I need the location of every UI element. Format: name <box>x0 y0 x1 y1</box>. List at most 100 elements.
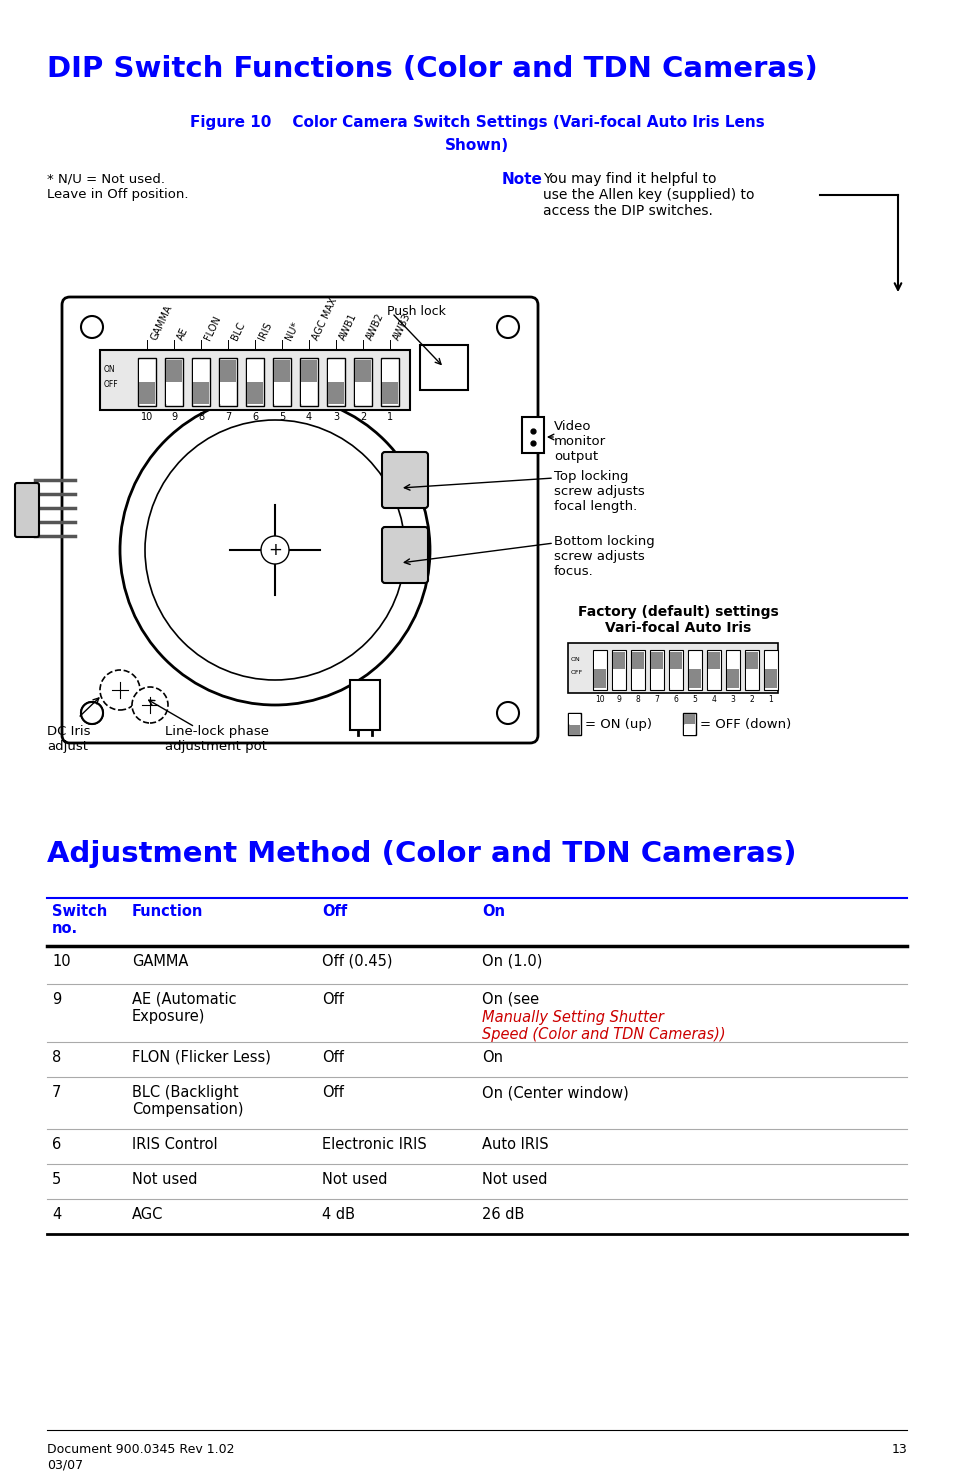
Bar <box>350 680 379 730</box>
Bar <box>193 360 209 382</box>
Text: You may find it helpful to
use the Allen key (supplied) to
access the DIP switch: You may find it helpful to use the Allen… <box>542 173 754 218</box>
Bar <box>594 670 605 687</box>
FancyBboxPatch shape <box>15 482 39 537</box>
Bar <box>567 643 778 693</box>
Text: 7: 7 <box>52 1086 61 1100</box>
Text: 10: 10 <box>595 695 604 704</box>
Text: Off: Off <box>322 993 343 1007</box>
Bar <box>192 358 210 406</box>
Bar <box>220 382 235 404</box>
Text: AWB2: AWB2 <box>365 311 386 342</box>
Bar <box>139 382 154 404</box>
Circle shape <box>81 316 103 338</box>
Text: IRIS: IRIS <box>256 320 274 342</box>
Bar <box>745 652 758 671</box>
Text: DIP Switch Functions (Color and TDN Cameras): DIP Switch Functions (Color and TDN Came… <box>47 55 817 83</box>
Text: DC Iris
adjust: DC Iris adjust <box>47 726 91 754</box>
Text: 10: 10 <box>52 954 71 969</box>
Bar <box>668 650 682 690</box>
Text: 7: 7 <box>654 695 659 704</box>
Text: NU*: NU* <box>284 320 301 342</box>
Text: 26 dB: 26 dB <box>481 1207 524 1221</box>
Text: Off: Off <box>322 1050 343 1065</box>
FancyBboxPatch shape <box>381 527 428 583</box>
Bar <box>613 670 624 687</box>
Text: OFF: OFF <box>571 670 582 676</box>
Bar <box>139 360 154 382</box>
Text: 6: 6 <box>52 1137 61 1152</box>
Text: Not used: Not used <box>481 1173 547 1187</box>
Text: Not used: Not used <box>132 1173 197 1187</box>
Circle shape <box>497 702 518 724</box>
Bar <box>568 726 579 735</box>
Bar <box>649 650 663 690</box>
Text: Video
monitor
output: Video monitor output <box>554 420 605 463</box>
Bar <box>521 417 543 453</box>
Text: Figure 10    Color Camera Switch Settings (Vari-focal Auto Iris Lens: Figure 10 Color Camera Switch Settings (… <box>190 115 763 130</box>
Text: 4: 4 <box>711 695 716 704</box>
Text: AWB1: AWB1 <box>337 311 358 342</box>
Bar <box>247 382 263 404</box>
Bar <box>419 345 468 389</box>
Text: Switch
no.: Switch no. <box>52 904 107 937</box>
Bar <box>763 650 778 690</box>
Circle shape <box>120 395 430 705</box>
Bar <box>327 358 345 406</box>
Bar <box>193 382 209 404</box>
Bar <box>328 382 344 404</box>
Bar <box>380 358 398 406</box>
Text: Shown): Shown) <box>444 139 509 153</box>
Bar <box>687 650 701 690</box>
Bar <box>744 650 759 690</box>
Bar <box>613 652 624 671</box>
Circle shape <box>132 687 168 723</box>
Bar <box>669 670 681 687</box>
Text: AWB3: AWB3 <box>392 311 413 342</box>
Bar <box>706 650 720 690</box>
Text: AGC MAX: AGC MAX <box>311 296 339 342</box>
Text: Push lock: Push lock <box>387 305 445 319</box>
Text: BLC (Backlight
Compensation): BLC (Backlight Compensation) <box>132 1086 243 1118</box>
Circle shape <box>145 420 405 680</box>
Text: Adjustment Method (Color and TDN Cameras): Adjustment Method (Color and TDN Cameras… <box>47 839 796 867</box>
Bar <box>725 650 740 690</box>
Text: ON: ON <box>571 656 580 662</box>
Text: GAMMA: GAMMA <box>149 304 173 342</box>
Text: Line-lock phase
adjustment pot: Line-lock phase adjustment pot <box>165 726 269 754</box>
Circle shape <box>100 670 140 709</box>
Bar <box>138 358 156 406</box>
Text: Note: Note <box>501 173 542 187</box>
Text: * N/U = Not used.: * N/U = Not used. <box>47 173 165 184</box>
Bar <box>381 382 397 404</box>
Bar <box>328 360 344 382</box>
Text: Function: Function <box>132 904 203 919</box>
Bar <box>650 652 662 671</box>
Bar <box>355 382 371 404</box>
Text: Off: Off <box>322 1086 343 1100</box>
Bar <box>726 652 739 671</box>
Bar <box>683 714 695 724</box>
Text: Factory (default) settings: Factory (default) settings <box>577 605 778 620</box>
Bar <box>299 358 317 406</box>
Text: 9: 9 <box>616 695 620 704</box>
Text: Auto IRIS: Auto IRIS <box>481 1137 548 1152</box>
Text: FLON (Flicker Less): FLON (Flicker Less) <box>132 1050 271 1065</box>
Bar <box>612 650 625 690</box>
Bar <box>273 358 291 406</box>
Bar <box>166 360 182 382</box>
Bar <box>688 670 700 687</box>
Bar <box>650 670 662 687</box>
Circle shape <box>81 702 103 724</box>
Text: Off: Off <box>322 904 347 919</box>
Text: On: On <box>481 904 504 919</box>
Text: 8: 8 <box>52 1050 61 1065</box>
Bar <box>707 670 720 687</box>
Bar <box>745 670 758 687</box>
Text: On (Center window): On (Center window) <box>481 1086 628 1100</box>
Text: 9: 9 <box>52 993 61 1007</box>
Bar <box>301 360 316 382</box>
Text: 8: 8 <box>197 412 204 422</box>
Bar <box>568 714 579 724</box>
Bar <box>630 650 644 690</box>
Text: Leave in Off position.: Leave in Off position. <box>47 187 189 201</box>
